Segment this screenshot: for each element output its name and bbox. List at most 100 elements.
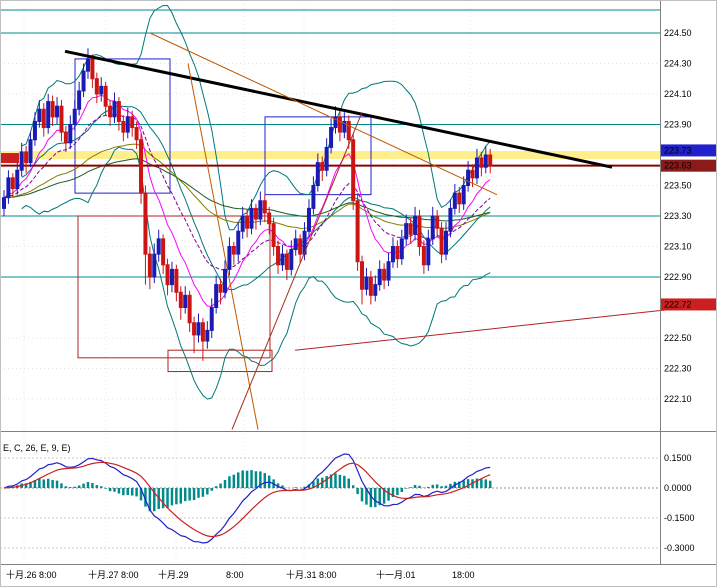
- candle-down: [94, 78, 99, 95]
- candle-down: [139, 139, 144, 194]
- candle-down: [41, 108, 46, 129]
- candle-up: [413, 215, 418, 235]
- x-axis-label: 十一月.01: [376, 569, 416, 580]
- candle-down: [470, 169, 475, 179]
- price-label-red-box: [661, 298, 717, 311]
- blue-box-mid[interactable]: [264, 116, 372, 196]
- candle-down: [134, 127, 139, 141]
- candle-up: [430, 215, 435, 240]
- ema-10-line: [3, 94, 491, 307]
- candle-down: [24, 151, 29, 164]
- candle-down: [417, 215, 422, 247]
- candle-up: [448, 207, 453, 232]
- candle-up: [466, 169, 471, 186]
- candle-up: [156, 238, 161, 255]
- candle-up: [311, 185, 316, 209]
- candle-up: [399, 238, 404, 260]
- candle-up: [474, 157, 479, 179]
- candle-down: [320, 162, 325, 171]
- indicator-layer: [0, 434, 660, 564]
- candle-up: [377, 268, 382, 286]
- candle-up: [324, 146, 329, 171]
- candle-up: [306, 207, 311, 232]
- candle-down: [421, 246, 426, 266]
- indicator-label: E, C, 26, E, 9, E): [3, 443, 71, 453]
- candle-down: [276, 246, 281, 266]
- ema-89-line: [3, 158, 491, 222]
- candle-up: [6, 177, 11, 199]
- y-axis-label: 223.30: [664, 211, 692, 221]
- candle-down: [178, 291, 183, 308]
- ema-21-line: [3, 113, 491, 271]
- price-label-blue: 223.73: [664, 145, 692, 155]
- candle-down: [253, 207, 258, 220]
- candle-up: [169, 268, 174, 286]
- candle-up: [28, 139, 33, 164]
- candle-up: [112, 101, 117, 118]
- candle-down: [368, 276, 373, 296]
- price-label-darkred: 223.63: [664, 161, 692, 171]
- y-axis-label: 222.30: [664, 364, 692, 374]
- left-price-marker: [0, 153, 19, 164]
- indicator-axis-label: 0.0000: [664, 483, 692, 493]
- candle-up: [209, 307, 214, 331]
- candle-up: [46, 101, 51, 129]
- indicator-axis-label: 0.1500: [664, 453, 692, 463]
- candle-up: [483, 154, 488, 168]
- candle-up: [426, 238, 431, 266]
- red-box-left[interactable]: [77, 215, 271, 359]
- candle-down: [50, 101, 55, 118]
- candle-up: [72, 108, 77, 125]
- candle-up: [32, 120, 37, 141]
- indicator-axis-label: -0.1500: [664, 513, 695, 523]
- candle-down: [116, 101, 121, 122]
- candle-up: [333, 116, 338, 129]
- candle-down: [479, 157, 484, 168]
- candle-up: [68, 124, 73, 144]
- candle-up: [223, 268, 227, 293]
- candle-up: [99, 85, 104, 95]
- candle-down: [346, 120, 351, 141]
- candle-down: [271, 223, 276, 247]
- candle-up: [373, 284, 378, 296]
- y-axis-label: 222.50: [664, 333, 692, 343]
- candle-up: [280, 253, 285, 266]
- y-axis-label: 222.90: [664, 272, 692, 282]
- candle-down: [10, 177, 15, 190]
- main-chart-layer: [0, 0, 660, 431]
- y-axis-label: 224.10: [664, 89, 692, 99]
- yellow-price-band[interactable]: [0, 151, 660, 159]
- candle-up: [364, 276, 369, 290]
- candle-up: [240, 215, 245, 232]
- red-rising-trendline[interactable]: [294, 303, 717, 351]
- bollinger-upper-band: [21, 4, 491, 231]
- candle-down: [121, 120, 126, 133]
- y-axis-label: 224.30: [664, 59, 692, 69]
- ascending-trendline[interactable]: [231, 112, 363, 430]
- x-axis-label: 十月.27 8:00: [88, 569, 139, 580]
- candle-up: [152, 253, 157, 278]
- price-label-darkred-box: [661, 159, 717, 172]
- x-axis-label: 8:00: [226, 570, 244, 580]
- candle-down: [147, 253, 152, 278]
- black-trendline[interactable]: [64, 49, 613, 169]
- candle-up: [214, 284, 219, 308]
- orange-steep-trendline[interactable]: [187, 63, 259, 430]
- candle-up: [55, 105, 60, 118]
- candle-down: [351, 139, 356, 202]
- candle-down: [355, 200, 360, 263]
- x-axis-label: 十月.26 8:00: [6, 569, 57, 580]
- candle-down: [161, 238, 166, 266]
- candle-up: [444, 230, 448, 255]
- y-axis-label: 224.50: [664, 28, 692, 38]
- candle-up: [37, 108, 42, 122]
- candle-down: [435, 215, 440, 229]
- red-box-bottom[interactable]: [167, 349, 273, 373]
- candle-down: [63, 131, 68, 144]
- orange-trendline[interactable]: [149, 32, 498, 196]
- candle-down: [262, 200, 267, 214]
- candle-up: [196, 322, 201, 336]
